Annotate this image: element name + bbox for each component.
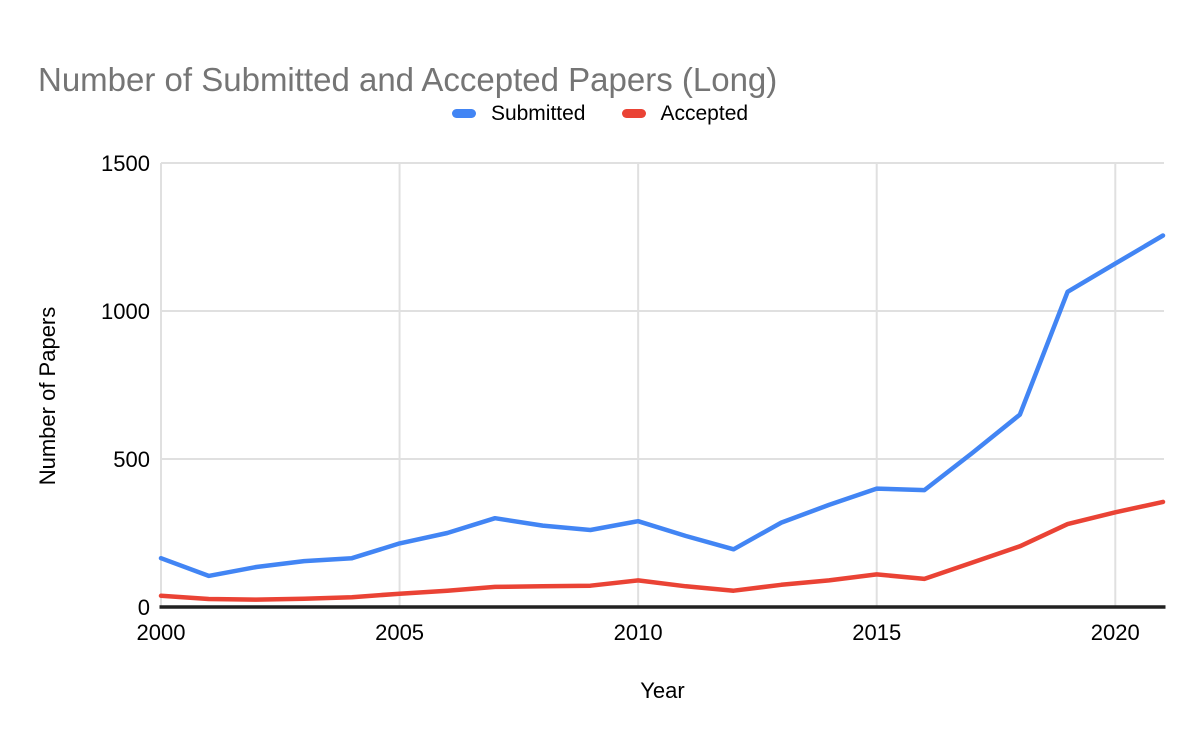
series-line-submitted — [158, 233, 1166, 579]
y-tick-label: 1000 — [101, 299, 150, 324]
x-tick-label: 2010 — [614, 620, 663, 645]
legend-item-submitted: Submitted — [451, 101, 586, 126]
x-tick-label: 2000 — [137, 620, 186, 645]
x-tick-label: 2005 — [375, 620, 424, 645]
y-axis-title: Number of Papers — [35, 306, 60, 486]
y-tick-label: 0 — [138, 595, 150, 620]
x-tick-label: 2015 — [852, 620, 901, 645]
y-tick-label: 500 — [113, 447, 150, 472]
legend-swatch-accepted-icon — [621, 109, 646, 118]
x-tick-label: 2020 — [1091, 620, 1140, 645]
legend: Submitted Accepted — [0, 101, 1200, 126]
y-tick-label: 1500 — [101, 151, 150, 176]
series-line-accepted — [158, 499, 1166, 602]
legend-label-accepted: Accepted — [660, 102, 749, 125]
x-axis-title: Year — [640, 678, 685, 703]
chart-title: Number of Submitted and Accepted Papers … — [38, 61, 778, 99]
legend-label-submitted: Submitted — [490, 102, 586, 125]
legend-swatch-submitted-icon — [451, 109, 476, 118]
legend-item-accepted: Accepted — [621, 101, 749, 126]
